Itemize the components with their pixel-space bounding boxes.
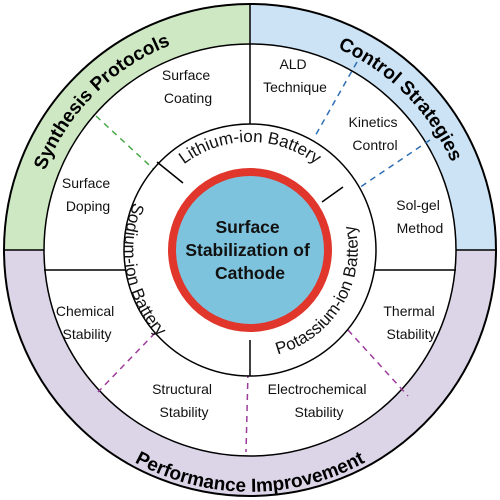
dash-performance-1	[97, 332, 156, 393]
item-sol-gel-method: Sol-gel Method	[396, 197, 443, 236]
battery-sep-right	[321, 186, 344, 203]
item-electrochemical-stability: Electrochemical Stability	[268, 381, 371, 420]
battery-sep-upper-left	[156, 161, 184, 184]
center-title: Surface Stabilization of Cathode	[185, 217, 314, 283]
dash-control-1	[313, 61, 358, 139]
item-structural-stability: Structural Stability	[152, 381, 216, 420]
dash-performance-3	[347, 329, 409, 397]
dash-performance-2	[245, 371, 249, 453]
dash-control-2	[352, 139, 431, 193]
item-chemical-stability: Chemical Stability	[56, 303, 118, 342]
item-kinetics-control: Kinetics Control	[349, 114, 402, 153]
item-thermal-stability: Thermal Stability	[383, 303, 438, 342]
center-circle	[168, 168, 332, 332]
item-surface-coating: Surface Coating	[162, 67, 214, 106]
item-surface-doping: Surface Doping	[62, 175, 114, 214]
item-ald-technique: ALD Technique	[263, 56, 327, 95]
dash-synthesis	[95, 115, 161, 176]
